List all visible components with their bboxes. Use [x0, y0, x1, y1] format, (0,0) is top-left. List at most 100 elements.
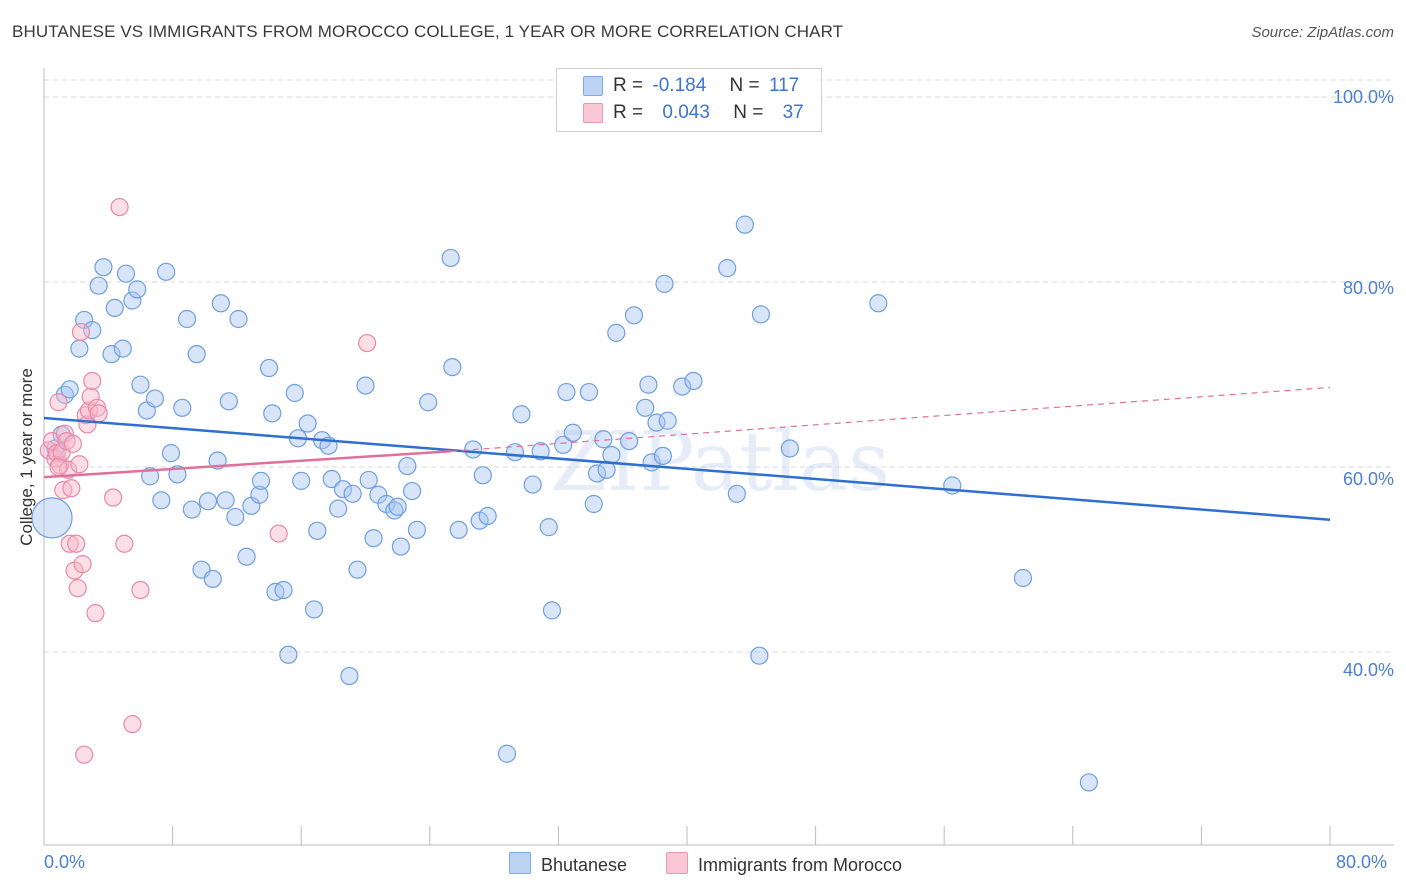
legend-swatch-blue: [583, 76, 603, 96]
bhutanese-point: [237, 547, 256, 566]
bhutanese-point: [263, 404, 282, 423]
bhutanese-point: [145, 389, 165, 408]
bhutanese-point: [94, 258, 113, 277]
bhutanese-point: [274, 580, 293, 600]
bhutanese-point: [620, 432, 639, 451]
morocco-point: [49, 393, 68, 412]
bhutanese-point: [292, 471, 311, 490]
legend-swatch-pink: [583, 103, 603, 123]
bhutanese-point: [391, 537, 410, 556]
bhutanese-point: [497, 744, 517, 763]
bhutanese-point: [735, 215, 754, 234]
bhutanese-point: [602, 445, 621, 465]
bhutanese-point: [655, 274, 674, 293]
bhutanese-trend-line: [43, 416, 1331, 521]
x-tick-label-max: 80.0%: [1336, 852, 1388, 872]
bhutanese-point: [113, 339, 132, 358]
bhutanese-point: [308, 521, 327, 540]
bhutanese-point: [211, 294, 230, 313]
legend-r-label: R =: [613, 75, 644, 96]
bhutanese-point: [653, 446, 672, 465]
morocco-point: [67, 534, 86, 553]
bhutanese-point: [55, 385, 74, 404]
morocco-point: [89, 404, 108, 423]
bhutanese-point: [356, 376, 375, 395]
bhutanese-point: [607, 323, 626, 342]
y-tick-label-40: 40.0%: [1342, 660, 1394, 680]
bhutanese-point: [279, 645, 298, 664]
legend-r-value: -0.184: [652, 75, 707, 96]
morocco-point: [104, 488, 123, 507]
bhutanese-point: [563, 423, 582, 442]
bhutanese-point: [198, 492, 218, 511]
bhutanese-point: [285, 383, 304, 403]
bottom-legend-swatch-blue: [509, 852, 531, 874]
morocco-point: [123, 715, 142, 734]
stats-legend: R = -0.184 N = 117 R = 0.043 N = 37: [556, 68, 822, 132]
bhutanese-point: [333, 480, 353, 499]
morocco-point: [358, 333, 377, 353]
bhutanese-point: [89, 276, 108, 295]
bhutanese-point: [219, 392, 238, 411]
bhutanese-point: [673, 377, 692, 396]
bhutanese-point: [187, 345, 206, 364]
bhutanese-point: [131, 375, 150, 394]
bhutanese-point: [751, 305, 771, 324]
bhutanese-point: [512, 405, 531, 424]
morocco-point: [62, 479, 81, 498]
bhutanese-point: [105, 298, 124, 317]
bhutanese-point: [473, 466, 492, 485]
y-tick-label-80: 80.0%: [1342, 278, 1394, 298]
bhutanese-point: [449, 520, 468, 540]
bhutanese-point: [250, 485, 269, 504]
morocco-trend-line: [43, 450, 451, 479]
morocco-point: [115, 534, 134, 553]
bhutanese-point: [587, 464, 607, 483]
bhutanese-point: [1013, 568, 1033, 588]
morocco-point: [49, 457, 68, 477]
bhutanese-point: [364, 529, 383, 548]
bottom-legend-label: Bhutanese: [541, 855, 628, 875]
bhutanese-point: [31, 497, 73, 539]
bhutanese-point: [658, 411, 677, 430]
bhutanese-point: [343, 484, 362, 503]
bhutanese-point: [398, 456, 417, 476]
bottom-legend-bhutanese: Bhutanese: [509, 852, 627, 876]
bhutanese-point: [557, 382, 576, 402]
morocco-point: [73, 555, 92, 574]
bhutanese-point: [226, 507, 245, 527]
bhutanese-point: [579, 382, 599, 402]
morocco-point: [269, 524, 288, 543]
bhutanese-point: [298, 414, 317, 433]
morocco-point: [131, 580, 150, 600]
bhutanese-point: [478, 506, 497, 526]
bottom-legend-morocco: Immigrants from Morocco: [666, 852, 902, 876]
bhutanese-point: [531, 442, 550, 461]
y-tick-label-60: 60.0%: [1342, 469, 1394, 489]
bhutanese-point: [157, 262, 176, 281]
morocco-point: [86, 604, 105, 623]
morocco-point: [68, 579, 87, 598]
legend-r-label: R =: [613, 102, 644, 123]
bhutanese-point: [419, 393, 438, 412]
bhutanese-point: [594, 430, 613, 449]
legend-n-value: 37: [782, 102, 804, 123]
bhutanese-point: [216, 491, 235, 510]
legend-n-label: N =: [729, 75, 760, 96]
legend-r-value: 0.043: [662, 102, 710, 123]
bhutanese-point: [750, 646, 769, 665]
bhutanese-point: [441, 248, 460, 268]
bhutanese-point: [251, 471, 271, 490]
morocco-point: [83, 371, 102, 391]
morocco-point: [110, 197, 129, 217]
legend-n-value: 117: [768, 75, 800, 96]
bhutanese-point: [523, 475, 542, 494]
bhutanese-point: [1079, 773, 1098, 792]
bhutanese-point: [340, 666, 359, 686]
morocco-point: [60, 534, 79, 553]
bhutanese-point: [539, 518, 558, 537]
bhutanese-point: [229, 309, 248, 329]
bhutanese-point: [322, 469, 341, 489]
bhutanese-point: [203, 569, 222, 589]
